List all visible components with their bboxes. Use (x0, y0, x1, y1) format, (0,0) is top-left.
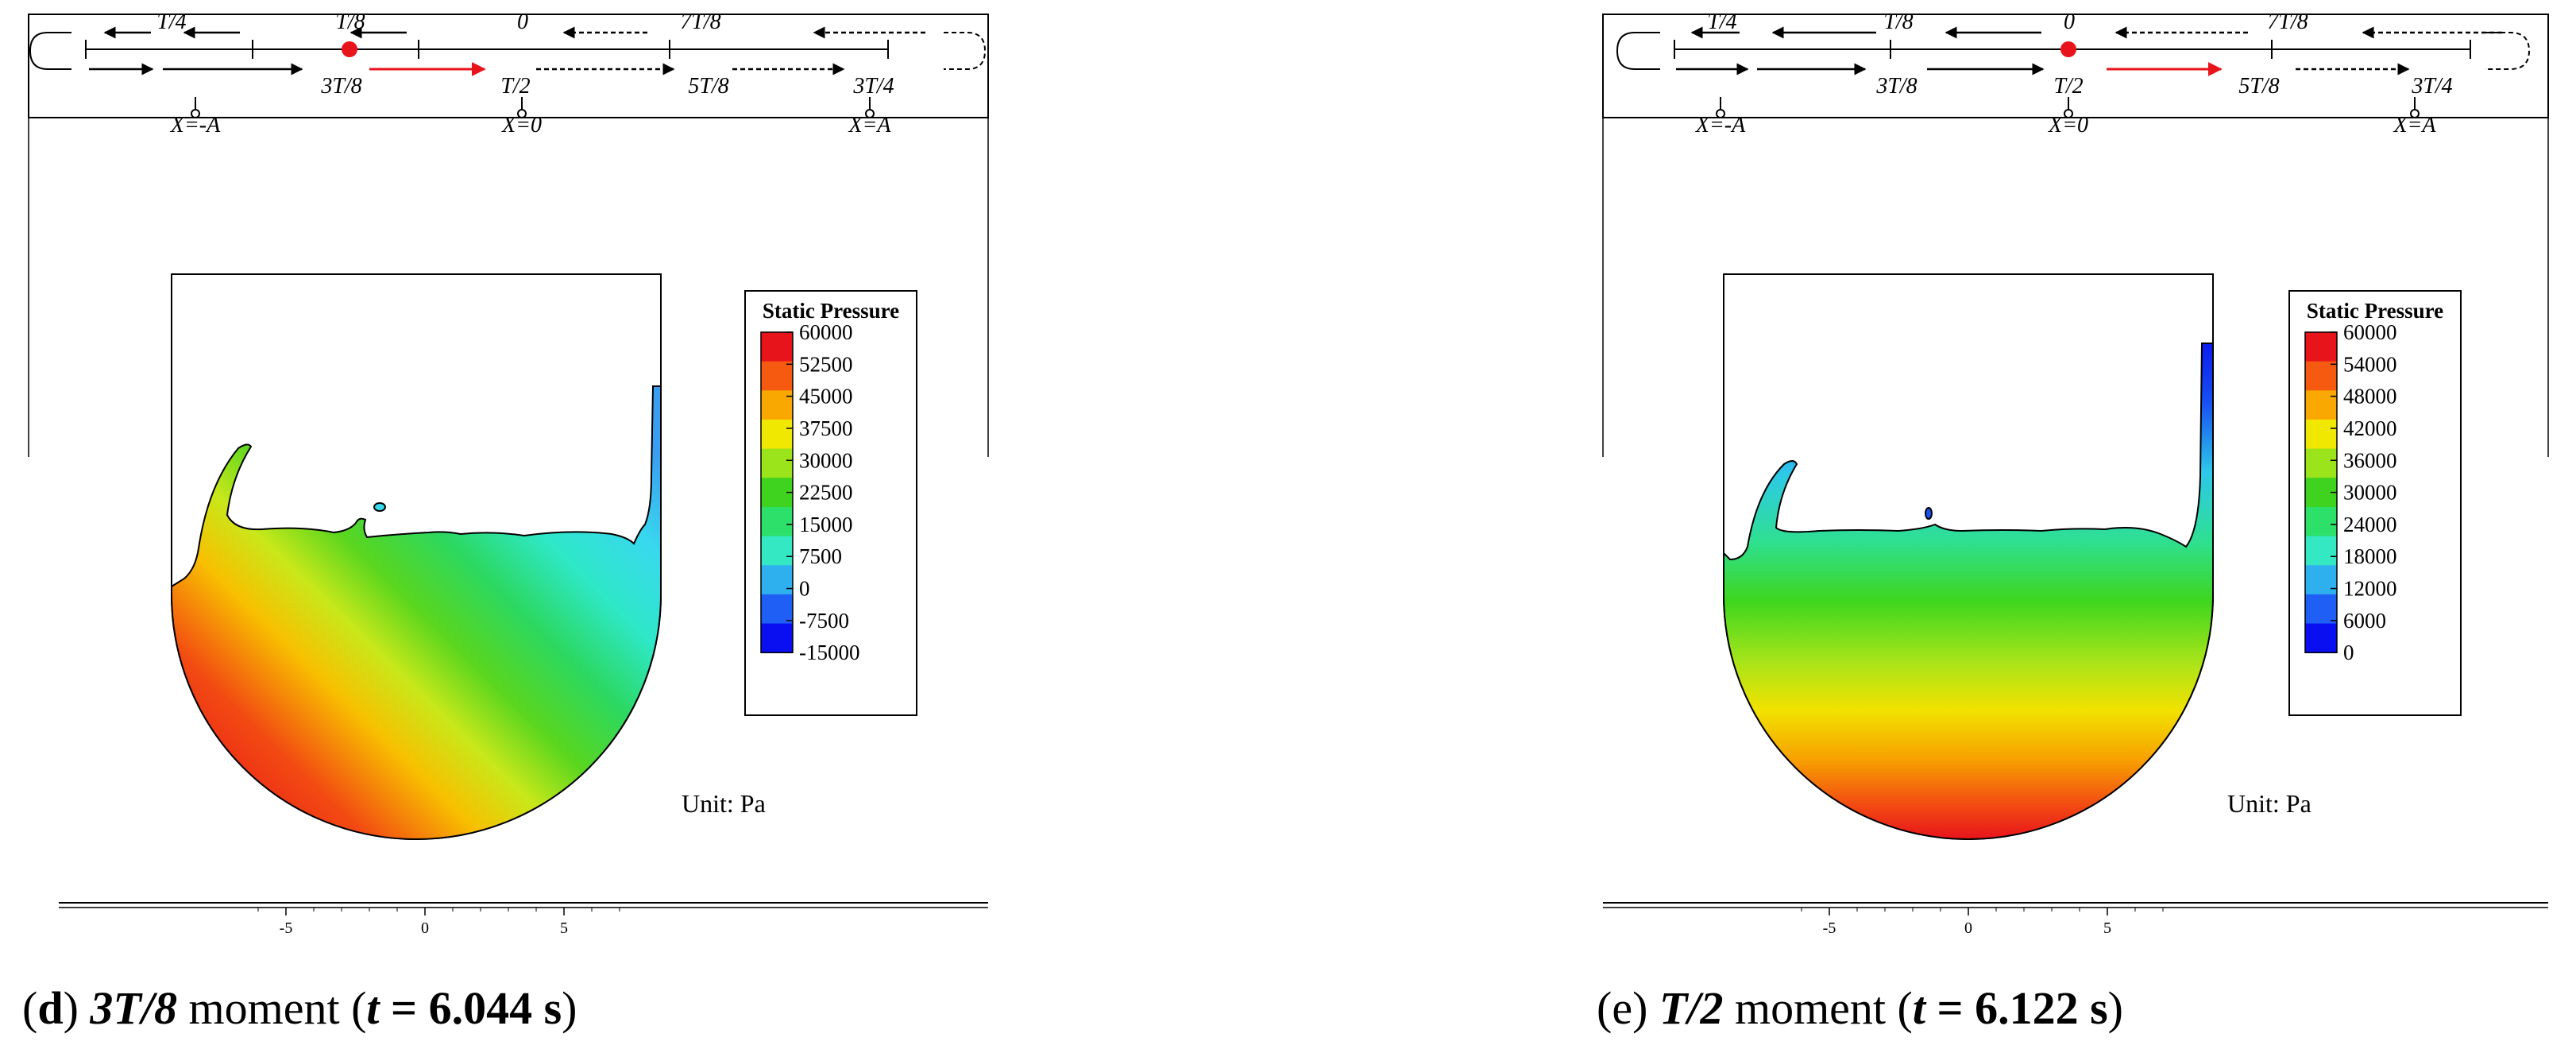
legend-value: 54000 (2343, 352, 2397, 376)
timeline-label-bottom: 5T/8 (2238, 74, 2279, 99)
position-pin (865, 97, 875, 118)
legend-value: 52500 (799, 352, 853, 376)
legend-value: 15000 (799, 513, 853, 536)
unit-label: Unit: Pa (2227, 789, 2311, 818)
legend-value: 22500 (799, 481, 853, 505)
pressure-legend: Static Pressure 600005400048000420003600… (2288, 290, 2462, 716)
legend-swatch (2305, 594, 2337, 625)
legend-swatch (2305, 506, 2337, 537)
position-label: X=-A (1695, 113, 1746, 137)
timeline-label-top: T/8 (1883, 10, 1913, 34)
panel-e: T/4 T/8 0 7T/8 3T/8 T/2 5T/8 3T/4 X=-A X… (1602, 10, 2549, 937)
legend-swatch (761, 565, 793, 595)
legend-swatch (2305, 361, 2337, 391)
legend-swatch (761, 390, 793, 420)
position-pin (2410, 97, 2420, 118)
timeline-label-bottom: 3T/8 (320, 74, 361, 99)
legend-title: Static Pressure (763, 299, 899, 323)
legend-value: 42000 (2343, 416, 2397, 440)
legend-value: 12000 (2343, 577, 2397, 601)
legend-value: -15000 (799, 641, 860, 664)
position-label: X=0 (2048, 113, 2088, 137)
timeline-label-top: T/8 (335, 10, 365, 34)
legend-swatch (761, 332, 793, 362)
timeline-label-top: T/4 (1707, 10, 1736, 34)
legend-value: 18000 (2343, 544, 2397, 568)
axis-tick-label: 0 (421, 919, 429, 937)
legend-value: 36000 (2343, 448, 2397, 472)
legend-value: 48000 (2343, 385, 2397, 408)
legend-swatch (761, 361, 793, 391)
legend-swatch (2305, 332, 2337, 362)
panel-d: T/4 T/8 0 7T/8 3T/8 T/2 5T/8 3T/4 X=-A X… (28, 10, 989, 937)
timeline-label-bottom: T/2 (500, 74, 530, 99)
timeline-label-top: T/4 (156, 10, 186, 34)
timeline-label-top: 7T/8 (680, 10, 720, 34)
legend-swatch (2305, 536, 2337, 566)
legend-value: 37500 (799, 416, 853, 440)
position-pin (1716, 97, 1725, 118)
timeline-label-top: 0 (517, 10, 528, 34)
position-label: X=A (2393, 113, 2436, 137)
axis-tick-label: 5 (560, 919, 568, 937)
legend-swatch (761, 448, 793, 478)
legend-value: 24000 (2343, 513, 2397, 536)
position-label: X=-A (170, 113, 221, 137)
legend-swatch (2305, 623, 2337, 653)
axis-tick-label: -5 (280, 919, 293, 937)
legend-swatch (2305, 565, 2337, 595)
legend-value: 6000 (2343, 609, 2386, 633)
position-pin (191, 97, 200, 118)
liquid-pressure-field (1723, 343, 2214, 840)
liquid-pressure-field (171, 385, 662, 840)
timeline-box (1602, 14, 2549, 118)
legend-value: 0 (799, 577, 810, 601)
legend-value: 0 (2343, 641, 2354, 664)
legend-swatch (761, 623, 793, 653)
legend-swatch (761, 506, 793, 537)
legend-value: 60000 (799, 320, 853, 344)
position-label: X=0 (501, 113, 542, 137)
caption-d: (d) 3T/8 moment (t = 6.044 s) (22, 982, 577, 1034)
position-label: X=A (848, 113, 891, 137)
legend-title: Static Pressure (2307, 299, 2443, 323)
legend-swatch (761, 419, 793, 450)
legend-value: 45000 (799, 385, 853, 408)
timeline-label-bottom: 3T/8 (1875, 74, 1917, 99)
current-time-marker (2060, 41, 2076, 57)
unit-label: Unit: Pa (682, 789, 766, 818)
position-pin (2064, 97, 2073, 118)
legend-value: 30000 (799, 448, 853, 472)
legend-value: 7500 (799, 544, 842, 568)
timeline-label-bottom: T/2 (2053, 74, 2083, 99)
legend-value: -7500 (799, 609, 849, 633)
legend-value: 30000 (2343, 481, 2397, 505)
axis-tick-label: 0 (1964, 919, 1972, 937)
timeline-label-top: 7T/8 (2267, 10, 2308, 34)
legend-swatch (761, 594, 793, 625)
position-pin (517, 97, 527, 118)
legend-swatch (2305, 390, 2337, 420)
legend-swatch (2305, 419, 2337, 450)
legend-swatch (2305, 448, 2337, 478)
x-axis: -5 0 5 (59, 902, 988, 937)
legend-value: 60000 (2343, 320, 2397, 344)
legend-swatch (761, 536, 793, 566)
pressure-legend: Static Pressure 60000 52500 45000 37500 3000… (744, 290, 917, 716)
timeline-label-top: 0 (2064, 10, 2075, 34)
timeline-label-bottom: 3T/4 (2411, 74, 2452, 99)
timeline-label-bottom: 5T/8 (688, 74, 728, 99)
axis-tick-label: 5 (2103, 919, 2111, 937)
caption-e: (e) T/2 moment (t = 6.122 s) (1597, 982, 2123, 1034)
current-time-marker (342, 41, 357, 57)
axis-tick-label: -5 (1823, 919, 1836, 937)
x-axis: -5 0 5 (1603, 902, 2548, 937)
timeline-label-bottom: 3T/4 (852, 74, 894, 99)
